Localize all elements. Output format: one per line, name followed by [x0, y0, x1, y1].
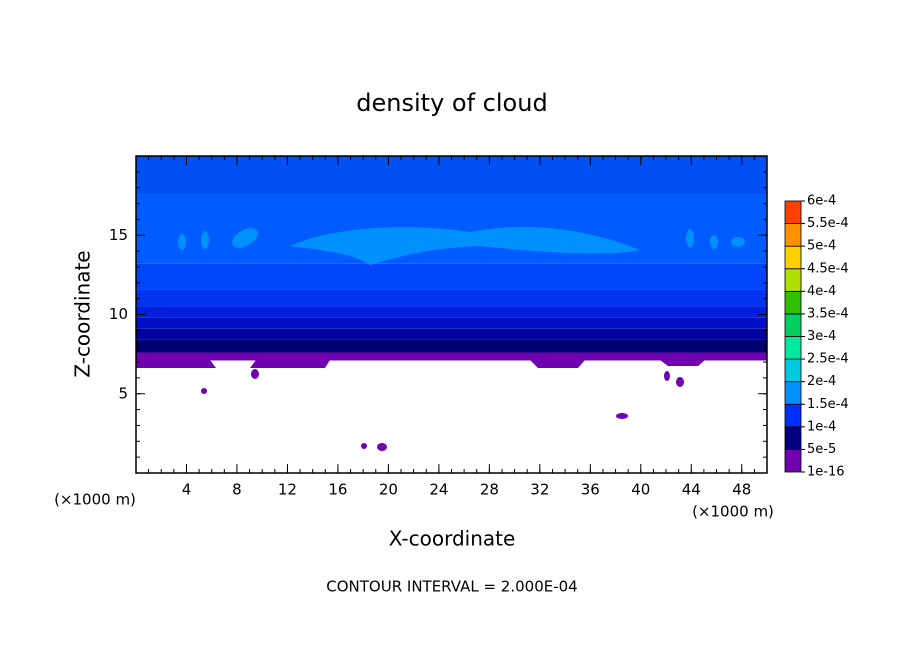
colorbar-label: 1.5e-4 — [807, 397, 849, 412]
patch — [686, 229, 694, 247]
x-tick-label: 24 — [429, 481, 448, 499]
contour-band — [136, 156, 767, 195]
y-axis-label: Z-coordinate — [71, 250, 95, 377]
x-tick-label: 28 — [480, 481, 499, 499]
colorbar-box — [784, 268, 802, 292]
y-tick-label: 15 — [109, 226, 128, 244]
patch — [664, 371, 670, 381]
contour-band — [136, 306, 767, 318]
contour-field — [136, 156, 767, 361]
x-tick-label: 40 — [631, 481, 650, 499]
cloud-patches — [136, 226, 745, 451]
patch — [710, 235, 718, 249]
colorbar-label: 5e-4 — [807, 239, 836, 254]
colorbar-label: 5.5e-4 — [807, 216, 849, 231]
contour-band — [136, 352, 767, 361]
contour-band — [136, 263, 767, 290]
patch — [660, 360, 705, 366]
contour-band — [136, 317, 767, 329]
x-tick-label: 48 — [732, 481, 751, 499]
x-tick-label: 44 — [682, 481, 701, 499]
colorbar-box — [784, 336, 802, 360]
colorbar-box — [784, 449, 802, 473]
patch — [361, 443, 367, 449]
colorbar-box — [784, 200, 802, 224]
colorbar-label: 1e-4 — [807, 419, 836, 434]
colorbar-label: 2e-4 — [807, 374, 836, 389]
colorbar-label: 3.5e-4 — [807, 306, 849, 321]
colorbar-label: 4.5e-4 — [807, 261, 849, 276]
colorbar-box — [784, 426, 802, 450]
colorbar-label: 6e-4 — [807, 194, 836, 209]
contour-band — [136, 328, 767, 340]
colorbar-box — [784, 245, 802, 270]
colorbar-box — [784, 223, 802, 247]
colorbar-label: 5e-5 — [807, 442, 836, 457]
patch — [616, 413, 628, 419]
x-tick-label: 8 — [232, 481, 242, 499]
patch — [290, 226, 640, 265]
patch — [676, 377, 684, 387]
patch — [530, 360, 585, 368]
x-tick-label: 4 — [182, 481, 192, 499]
colorbar-label: 2.5e-4 — [807, 352, 849, 367]
colorbar-box — [784, 403, 802, 428]
colorbar-label: 3e-4 — [807, 329, 836, 344]
colorbar-label: 4e-4 — [807, 284, 836, 299]
patch — [136, 360, 330, 368]
x-tick-label: 20 — [379, 481, 398, 499]
y-tick-label: 10 — [109, 305, 128, 323]
x-tick-label: 12 — [278, 481, 297, 499]
x-unit-right: (×1000 m) — [692, 503, 774, 521]
contour-band — [136, 194, 767, 264]
contour-note: CONTOUR INTERVAL = 2.000E-04 — [326, 578, 577, 596]
patch — [377, 443, 387, 451]
x-axis-label: X-coordinate — [389, 527, 516, 551]
colorbar-box — [784, 290, 802, 315]
contour-band — [136, 339, 767, 353]
x-unit-left: (×1000 m) — [54, 491, 136, 509]
patch — [251, 369, 259, 379]
x-tick-label: 16 — [328, 481, 347, 499]
patch — [232, 228, 258, 248]
x-tick-label: 32 — [530, 481, 549, 499]
x-tick-label: 36 — [581, 481, 600, 499]
patch — [178, 234, 186, 250]
patch — [731, 237, 745, 247]
colorbar-label: 1e-16 — [807, 465, 845, 480]
patch — [201, 231, 209, 249]
chart-title: density of cloud — [356, 89, 547, 117]
colorbar-box — [784, 313, 802, 337]
patch — [201, 388, 207, 394]
colorbar-box — [784, 381, 802, 405]
colorbar-box — [784, 358, 802, 383]
contour-band — [136, 289, 767, 307]
y-tick-label: 5 — [118, 384, 128, 402]
